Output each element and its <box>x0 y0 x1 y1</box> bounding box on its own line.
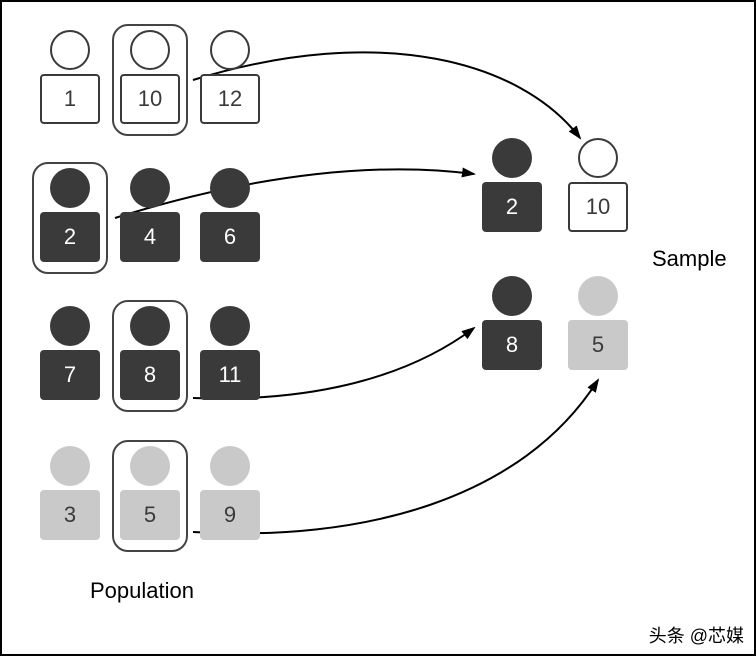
population-person: 6 <box>200 168 260 266</box>
selection-box <box>112 300 188 412</box>
person-head <box>130 168 170 208</box>
person-body: 5 <box>568 320 628 370</box>
population-person: 1 <box>40 30 100 128</box>
sample-label: Sample <box>652 246 727 272</box>
sample-person: 10 <box>568 138 628 236</box>
person-head <box>210 168 250 208</box>
diagram-canvas: Population Sample 头条 @芯媒 1 10 12 2 46 7 8 11 3 5 9… <box>0 0 756 656</box>
person-body: 6 <box>200 212 260 262</box>
person-head <box>50 306 90 346</box>
person-head <box>578 138 618 178</box>
person-body: 1 <box>40 74 100 124</box>
person-body: 2 <box>482 182 542 232</box>
person-head <box>578 276 618 316</box>
population-person: 4 <box>120 168 180 266</box>
person-body: 10 <box>568 182 628 232</box>
person-head <box>210 306 250 346</box>
person-head <box>210 446 250 486</box>
population-person: 3 <box>40 446 100 544</box>
population-person: 11 <box>200 306 260 404</box>
person-body: 3 <box>40 490 100 540</box>
population-person: 12 <box>200 30 260 128</box>
person-head <box>210 30 250 70</box>
person-body: 9 <box>200 490 260 540</box>
selection-box <box>112 24 188 136</box>
person-head <box>50 446 90 486</box>
person-head <box>50 30 90 70</box>
watermark: 头条 @芯媒 <box>649 622 744 648</box>
sample-person: 5 <box>568 276 628 374</box>
selection-box <box>32 162 108 274</box>
person-head <box>492 276 532 316</box>
person-body: 8 <box>482 320 542 370</box>
person-body: 12 <box>200 74 260 124</box>
population-person: 9 <box>200 446 260 544</box>
person-body: 4 <box>120 212 180 262</box>
sample-person: 8 <box>482 276 542 374</box>
person-body: 11 <box>200 350 260 400</box>
person-head <box>492 138 532 178</box>
selection-box <box>112 440 188 552</box>
person-body: 7 <box>40 350 100 400</box>
population-label: Population <box>90 578 194 604</box>
sample-person: 2 <box>482 138 542 236</box>
population-person: 7 <box>40 306 100 404</box>
